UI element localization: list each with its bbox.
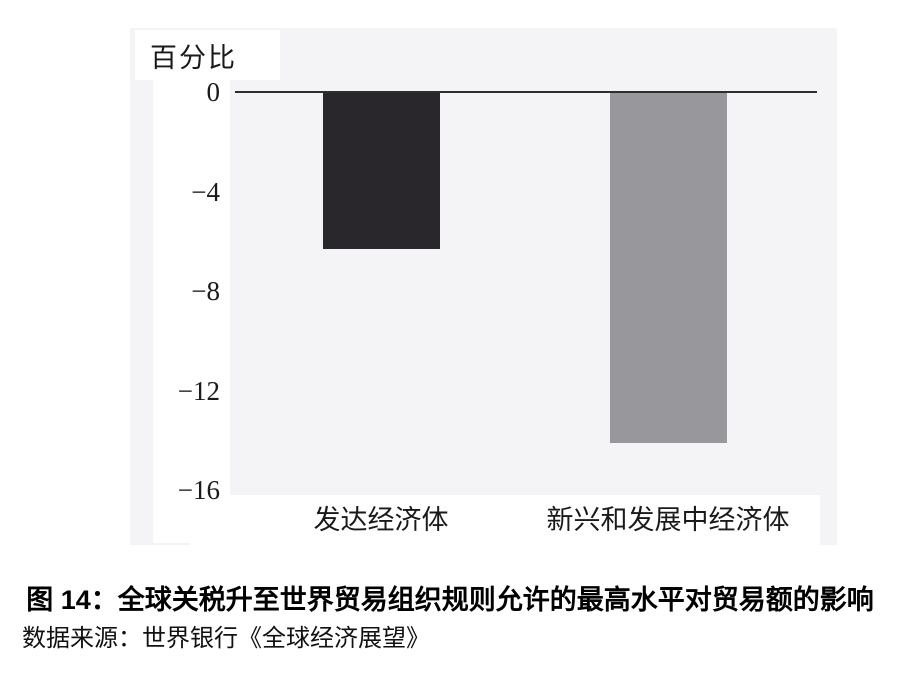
category-label-background xyxy=(190,495,820,545)
y-tick-label: −4 xyxy=(191,176,220,207)
data-source-note: 数据来源：世界银行《全球经济展望》 xyxy=(22,626,430,652)
bar-1 xyxy=(609,92,727,443)
y-axis-label: 百分比 xyxy=(150,43,237,73)
x-category-label: 发达经济体 xyxy=(313,505,449,535)
bar-0 xyxy=(322,92,440,249)
y-tick-label: −12 xyxy=(177,375,220,406)
figure-caption: 图 14：全球关税升至世界贸易组织规则允许的最高水平对贸易额的影响 xyxy=(26,585,874,615)
y-tick-label: −8 xyxy=(191,276,220,306)
ylabel-background xyxy=(135,30,280,80)
y-tick-label: −16 xyxy=(177,475,220,505)
y-tick-label: 0 xyxy=(206,77,221,107)
x-category-label: 新兴和发展中经济体 xyxy=(546,505,790,535)
zero-axis-line xyxy=(235,91,817,93)
bar-chart: 百分比 0 −4 −8 −12 −16 发达经济体 新兴和发展中经济体 xyxy=(130,28,837,545)
tick-column-background xyxy=(153,30,230,543)
